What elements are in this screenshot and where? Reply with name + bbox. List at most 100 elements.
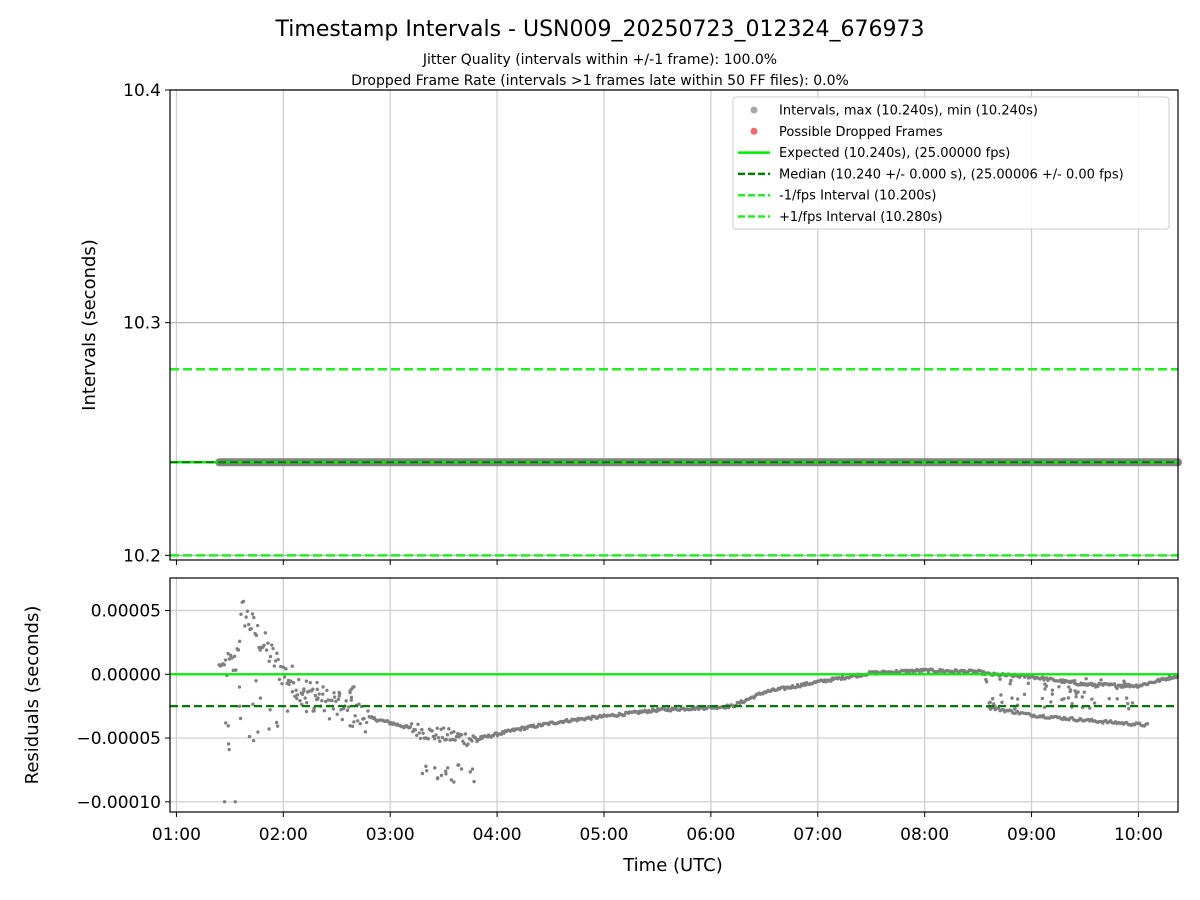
residual-point [313, 693, 318, 698]
residual-point [331, 707, 336, 711]
residual-point [366, 709, 370, 713]
residual-point [474, 736, 478, 740]
residual-point [307, 689, 311, 693]
residual-point [357, 702, 361, 706]
residual-point [1124, 696, 1129, 700]
residual-point [296, 677, 301, 682]
residual-point [339, 707, 343, 712]
residual-point [287, 682, 291, 687]
residual-point [341, 706, 346, 711]
residual-point [433, 766, 437, 770]
residual-point [284, 667, 288, 671]
residuals-ytick-label: 0.00005 [91, 602, 161, 622]
residual-point [352, 720, 356, 724]
residual-point [363, 730, 368, 734]
residual-point [246, 622, 251, 627]
residual-point [450, 737, 455, 742]
residuals-xlabel: Time (UTC) [622, 855, 723, 876]
residual-point [256, 730, 260, 734]
residual-point [1000, 700, 1004, 704]
residual-point [470, 767, 475, 771]
residual-point [321, 685, 325, 689]
residual-point [425, 768, 429, 773]
residual-point [356, 719, 360, 723]
residual-point [589, 717, 593, 721]
residual-point [420, 727, 424, 732]
residual-point [447, 727, 451, 731]
residual-point [344, 699, 348, 703]
residual-point [311, 709, 315, 713]
residual-point [1015, 697, 1020, 701]
residual-point [290, 690, 295, 694]
residuals-axes: 01:00 02:00 03:00 04:00 05:00 06:00 07:00 08:00… [76, 577, 1180, 845]
residual-point [1126, 701, 1130, 706]
residual-point [277, 677, 282, 682]
residual-point [463, 732, 468, 736]
residual-point [275, 724, 280, 728]
legend-marker [750, 127, 758, 135]
residual-point [1066, 696, 1071, 700]
residual-point [470, 739, 474, 743]
residual-point [238, 716, 243, 721]
residual-point [459, 733, 464, 737]
residual-point [326, 698, 330, 702]
residual-point [223, 658, 228, 662]
residual-point [408, 725, 412, 729]
residual-point [435, 726, 439, 730]
residual-point [243, 624, 247, 628]
residual-point [295, 693, 300, 697]
legend-label: Median (10.240 +/- 0.000 s), (25.00006 +… [779, 167, 1124, 182]
residuals-xtick-label: 09:00 [1007, 825, 1056, 845]
residual-point [991, 702, 996, 706]
residual-point [348, 690, 352, 695]
residual-point [1040, 675, 1045, 679]
residual-point [839, 677, 843, 682]
residual-point [289, 679, 293, 684]
residual-point [413, 728, 418, 732]
residual-point [649, 710, 654, 714]
residual-point [336, 697, 341, 701]
residual-point [1120, 685, 1125, 689]
residual-point [432, 737, 437, 741]
residual-point [311, 687, 315, 691]
residual-point [251, 702, 255, 706]
residual-point [421, 731, 425, 735]
legend-marker [750, 106, 758, 114]
residual-point [462, 741, 466, 746]
residual-point [416, 722, 420, 726]
residual-point [424, 764, 428, 768]
residual-point [227, 747, 231, 752]
intervals-ytick-label: 10.3 [123, 314, 161, 334]
legend-label: -1/fps Interval (10.200s) [779, 189, 936, 204]
residual-point [1073, 689, 1077, 693]
residual-point [1057, 685, 1061, 689]
residual-point [349, 687, 354, 691]
residual-point [829, 679, 833, 683]
residuals-ytick-label: −0.00010 [76, 793, 161, 813]
residual-point [362, 716, 366, 721]
residual-point [1067, 685, 1071, 689]
residual-point [282, 675, 287, 679]
residual-point [352, 685, 356, 689]
residual-point [1084, 677, 1088, 681]
residual-point [226, 651, 230, 656]
residual-point [255, 623, 260, 628]
residuals-xtick-label: 03:00 [366, 825, 415, 845]
residual-point [304, 709, 309, 714]
residual-point [358, 722, 362, 726]
residual-point [988, 700, 992, 705]
residual-point [1073, 679, 1077, 683]
residual-point [798, 685, 802, 689]
residual-point [335, 712, 339, 716]
residual-point [337, 690, 341, 695]
residual-point [270, 643, 274, 647]
residual-point [234, 668, 238, 672]
residuals-xtick-label: 07:00 [793, 825, 842, 845]
residual-point [222, 800, 227, 804]
residual-point [271, 646, 275, 651]
residuals-ytick-label: 0.00000 [91, 665, 161, 685]
residual-point [226, 742, 231, 746]
residual-point [327, 717, 332, 721]
residual-point [1013, 707, 1017, 711]
legend-label: Intervals, max (10.240s), min (10.240s) [779, 104, 1038, 119]
